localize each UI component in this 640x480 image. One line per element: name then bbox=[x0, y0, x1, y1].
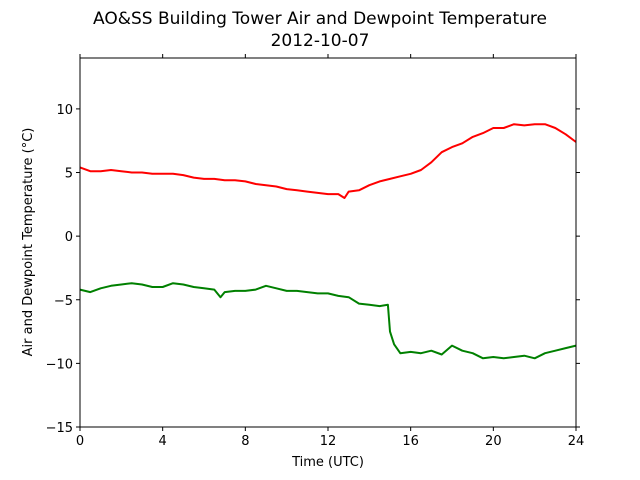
y-tick-label: −15 bbox=[46, 421, 73, 436]
x-axis: 0 4 8 12 16 20 24 bbox=[76, 54, 584, 449]
y-tick-label: −10 bbox=[46, 357, 73, 372]
x-tick-label: 0 bbox=[76, 434, 84, 449]
chart-title: AO&SS Building Tower Air and Dewpoint Te… bbox=[93, 9, 547, 29]
y-tick-label: −5 bbox=[54, 294, 73, 309]
y-tick-label: 5 bbox=[65, 167, 73, 182]
x-tick-label: 8 bbox=[241, 434, 249, 449]
y-axis: −15 −10 −5 0 5 10 bbox=[46, 103, 580, 436]
x-tick-label: 16 bbox=[402, 434, 419, 449]
x-tick-label: 4 bbox=[159, 434, 167, 449]
y-tick-label: 0 bbox=[65, 230, 73, 245]
series-1-line bbox=[79, 123, 577, 199]
plot-lines bbox=[79, 123, 577, 360]
x-tick-label: 20 bbox=[485, 434, 502, 449]
x-tick-label: 12 bbox=[320, 434, 337, 449]
x-axis-label: Time (UTC) bbox=[291, 455, 364, 470]
chart-subtitle: 2012-10-07 bbox=[271, 31, 370, 51]
x-tick-label: 24 bbox=[568, 434, 585, 449]
series-2-line bbox=[79, 282, 577, 360]
y-tick-label: 10 bbox=[56, 103, 73, 118]
y-axis-label: Air and Dewpoint Temperature (°C) bbox=[21, 128, 36, 357]
